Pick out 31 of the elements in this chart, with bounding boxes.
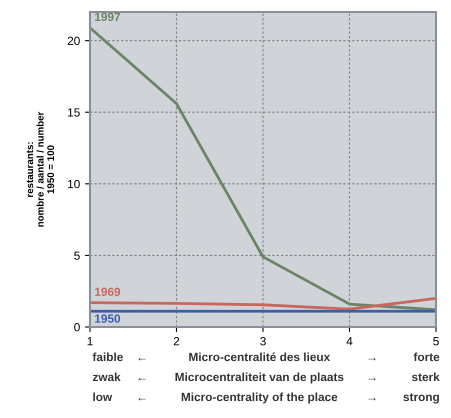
text: ←	[138, 398, 146, 400]
series-label: 1969	[95, 288, 120, 296]
text: faible	[92, 352, 123, 362]
y-axis-title: restaurants: nombre / aantal / number 1950 = 100	[26, 112, 54, 227]
series-label: 1997	[95, 12, 120, 22]
text: low	[93, 392, 112, 402]
text: ←	[138, 378, 146, 380]
text: ←	[138, 358, 146, 360]
y-tick-label: 20	[68, 36, 80, 46]
text: →	[368, 378, 376, 380]
x-tick-label: 5	[433, 337, 439, 346]
x-tick-label: 4	[346, 337, 352, 346]
text: Micro-centralité des lieux	[189, 352, 330, 362]
line-series	[90, 26, 436, 312]
text: sterk	[412, 372, 440, 382]
x-tick-label: 2	[174, 337, 180, 346]
y-tick-label: 15	[68, 108, 80, 117]
text: strong	[403, 393, 439, 404]
series-label: 1950	[95, 314, 120, 323]
x-tick-label: 3	[260, 337, 266, 346]
text: Micro-centrality of the place	[182, 392, 338, 404]
line-series	[90, 296, 436, 310]
text: →	[368, 398, 376, 400]
y-tick-label: 0	[74, 323, 80, 332]
text: zwak	[92, 372, 121, 382]
text: Microcentraliteit van de plaats	[175, 372, 344, 384]
text: →	[368, 358, 376, 360]
y-tick-label: 10	[68, 180, 80, 188]
x-tick-label: 1	[88, 337, 93, 346]
text: forte	[414, 352, 440, 362]
y-tick-label: 5	[74, 252, 80, 260]
